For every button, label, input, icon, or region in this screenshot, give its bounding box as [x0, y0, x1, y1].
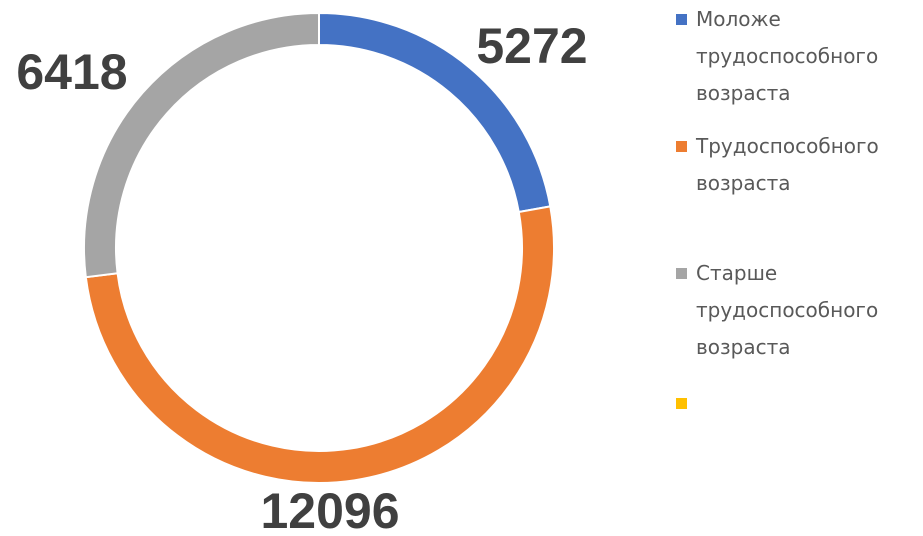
legend-label: Трудоспособного возраста — [696, 134, 879, 195]
legend-label: Старше трудоспособного возраста — [696, 261, 879, 359]
donut-segment — [84, 205, 555, 484]
legend-entry: Старше трудоспособного возраста — [672, 255, 917, 366]
legend-label: Моложе трудоспособного возраста — [696, 7, 879, 105]
legend-swatch — [676, 398, 687, 409]
legend-swatch — [676, 14, 687, 25]
legend-entry: Трудоспособного возраста — [672, 128, 917, 202]
data-label: 6418 — [16, 44, 127, 100]
data-label: 5272 — [476, 18, 587, 74]
legend-swatch — [676, 268, 687, 279]
donut-segment — [83, 11, 320, 279]
legend-swatch — [676, 141, 687, 152]
legend-entry: Моложе трудоспособного возраста — [672, 1, 917, 112]
data-label: 12096 — [260, 483, 399, 536]
